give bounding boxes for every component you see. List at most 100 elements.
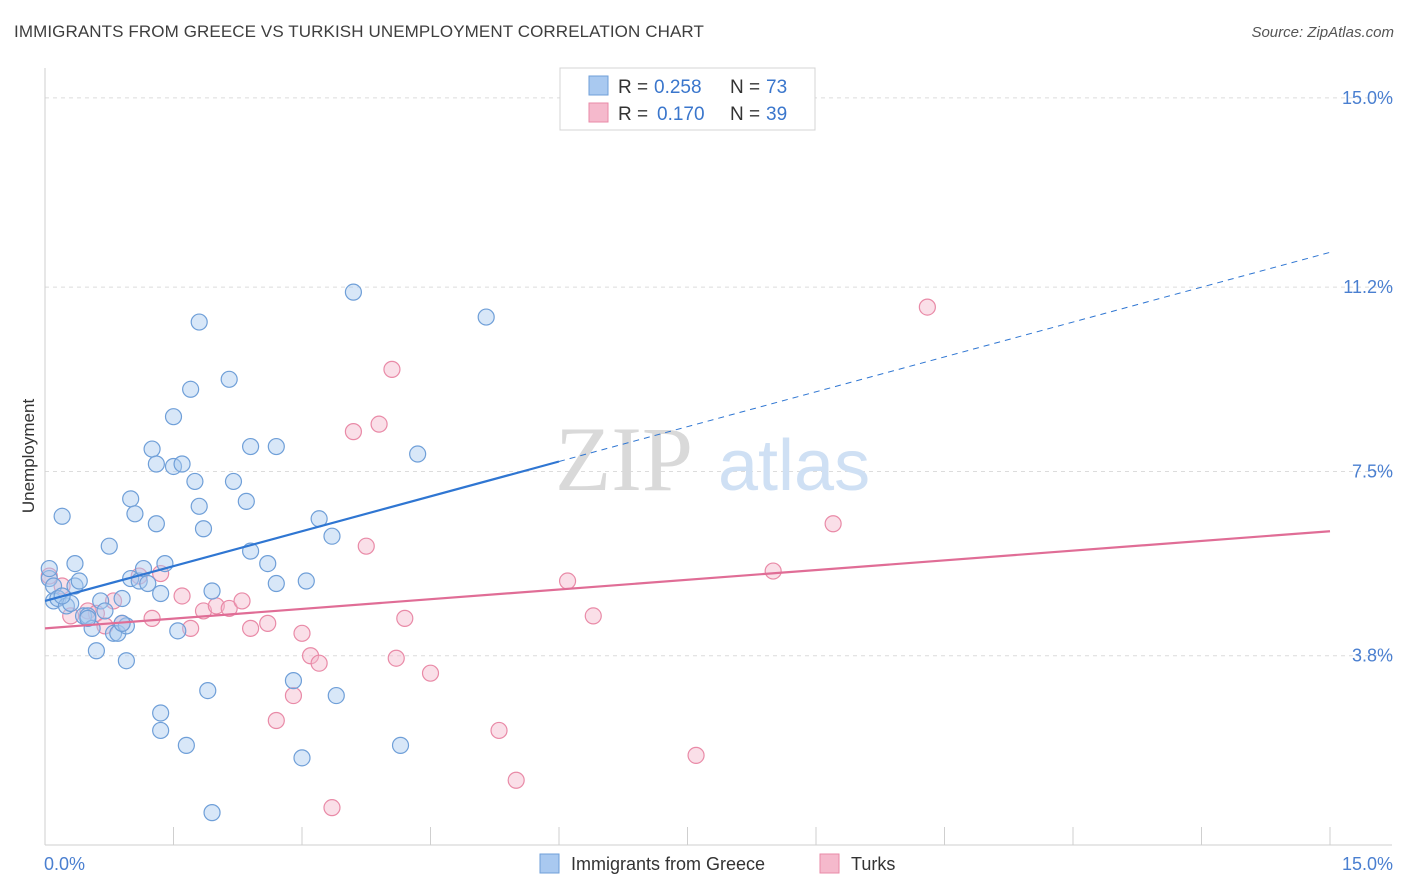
greece-point-67 [96,602,114,620]
bottom-legend-swatch-greece [539,853,560,874]
greece-point-38 [177,736,195,754]
turks-point-29 [387,649,405,667]
turks-point-34 [558,572,577,590]
bottom-legend-swatch-turks [819,853,840,874]
y-tick-label-0: 3.8% [1352,646,1393,666]
greece-point-27 [143,440,161,458]
legend-r-value-1: 0.258 [654,77,702,98]
greece-point-8 [66,555,84,573]
turks-point-25 [344,423,362,441]
greece-point-14 [92,592,110,610]
greece-point-9 [70,572,88,590]
legend-r-value-2: 0.170 [657,104,705,125]
watermark: ZIP atlas [555,408,870,510]
turks-point-16 [233,592,251,610]
correlation-legend: R = 0.258 N = 73 R = 0.170 N = 39 [559,67,816,131]
turks-point-12 [182,619,200,637]
turks-point-31 [421,664,440,682]
x-tick-labels: 0.0% 15.0% [44,854,1393,874]
greece-point-60 [327,686,345,705]
turks-point-20 [284,686,303,705]
turks-point-23 [310,654,328,672]
greece-point-4 [53,507,71,525]
turks-point-11 [173,587,191,605]
y-tick-label-2: 11.2% [1343,277,1393,297]
legend-n-value-2: 39 [766,104,787,125]
greece-point-18 [113,589,131,608]
source-label: Source: ZipAtlas.com [1251,24,1394,41]
turks-point-21 [293,624,311,642]
greece-trend-projection [558,251,1331,462]
turks-point-35 [584,607,602,625]
greece-point-52 [259,555,277,573]
greece-point-39 [182,380,200,398]
greece-point-64 [477,308,495,326]
y-tick-label-1: 7.5% [1352,461,1393,481]
legend-swatch-turks [588,102,609,123]
turks-point-17 [242,619,260,637]
trend-lines [44,251,1331,630]
turks-point-27 [370,415,388,433]
x-tick-label-right: 15.0% [1342,854,1393,874]
greece-point-41 [190,313,208,331]
greece-point-51 [242,437,260,456]
bottom-legend-label-turks: Turks [851,854,895,874]
greece-point-49 [237,492,255,510]
turks-point-15 [220,599,238,618]
greece-trend-line [44,460,560,603]
greece-point-15 [100,537,118,555]
greece-point-54 [267,574,285,593]
greece-point-44 [199,682,217,700]
legend-n-value-1: 73 [766,77,787,98]
greece-point-65 [79,609,97,627]
greece-point-22 [122,490,140,508]
turks-point-36 [687,746,705,764]
greece-point-29 [147,515,165,533]
turks-point-18 [259,614,277,632]
series-legend: Immigrants from Greece Turks [539,853,895,874]
greece-points [40,283,495,822]
watermark-atlas: atlas [718,426,870,506]
greece-point-46 [203,582,221,600]
axes [44,68,1392,846]
legend-n-label-1: N = [730,77,760,98]
turks-point-28 [383,360,401,378]
greece-point-55 [284,672,303,690]
y-axis-label: Unemployment [19,399,38,514]
watermark-zip: ZIP [555,408,693,510]
turks-point-24 [323,799,341,817]
greece-point-13 [87,642,106,660]
turks-point-9 [143,609,161,627]
turks-point-32 [490,721,508,740]
turks-point-37 [764,562,782,580]
greece-point-53 [267,437,285,456]
greece-point-26 [139,574,157,593]
turks-point-2 [62,607,80,625]
greece-point-28 [147,455,165,473]
greece-point-68 [40,559,58,578]
greece-point-57 [297,572,315,590]
greece-point-63 [409,445,427,463]
greece-point-31 [152,721,170,740]
greece-point-62 [391,736,410,754]
x-tick-label-left: 0.0% [44,854,85,874]
legend-r-label-2: R = [618,104,648,125]
chart-title: IMMIGRANTS FROM GREECE VS TURKISH UNEMPL… [14,22,704,41]
y-tick-label-3: 15.0% [1342,88,1393,108]
grid-lines [45,97,1392,657]
turks-point-39 [918,298,936,316]
legend-r-label-1: R = [618,77,648,98]
greece-point-45 [203,804,221,822]
greece-point-61 [344,283,362,301]
legend-n-label-2: N = [730,104,760,125]
greece-point-48 [224,472,243,491]
greece-point-23 [126,505,144,523]
greece-point-56 [293,749,311,767]
turks-point-13 [194,602,213,620]
y-tick-labels: 3.8% 7.5% 11.2% 15.0% [1342,88,1393,666]
greece-point-36 [169,622,187,640]
turks-point-33 [507,771,525,789]
turks-point-19 [267,711,285,730]
greece-point-20 [117,652,135,670]
